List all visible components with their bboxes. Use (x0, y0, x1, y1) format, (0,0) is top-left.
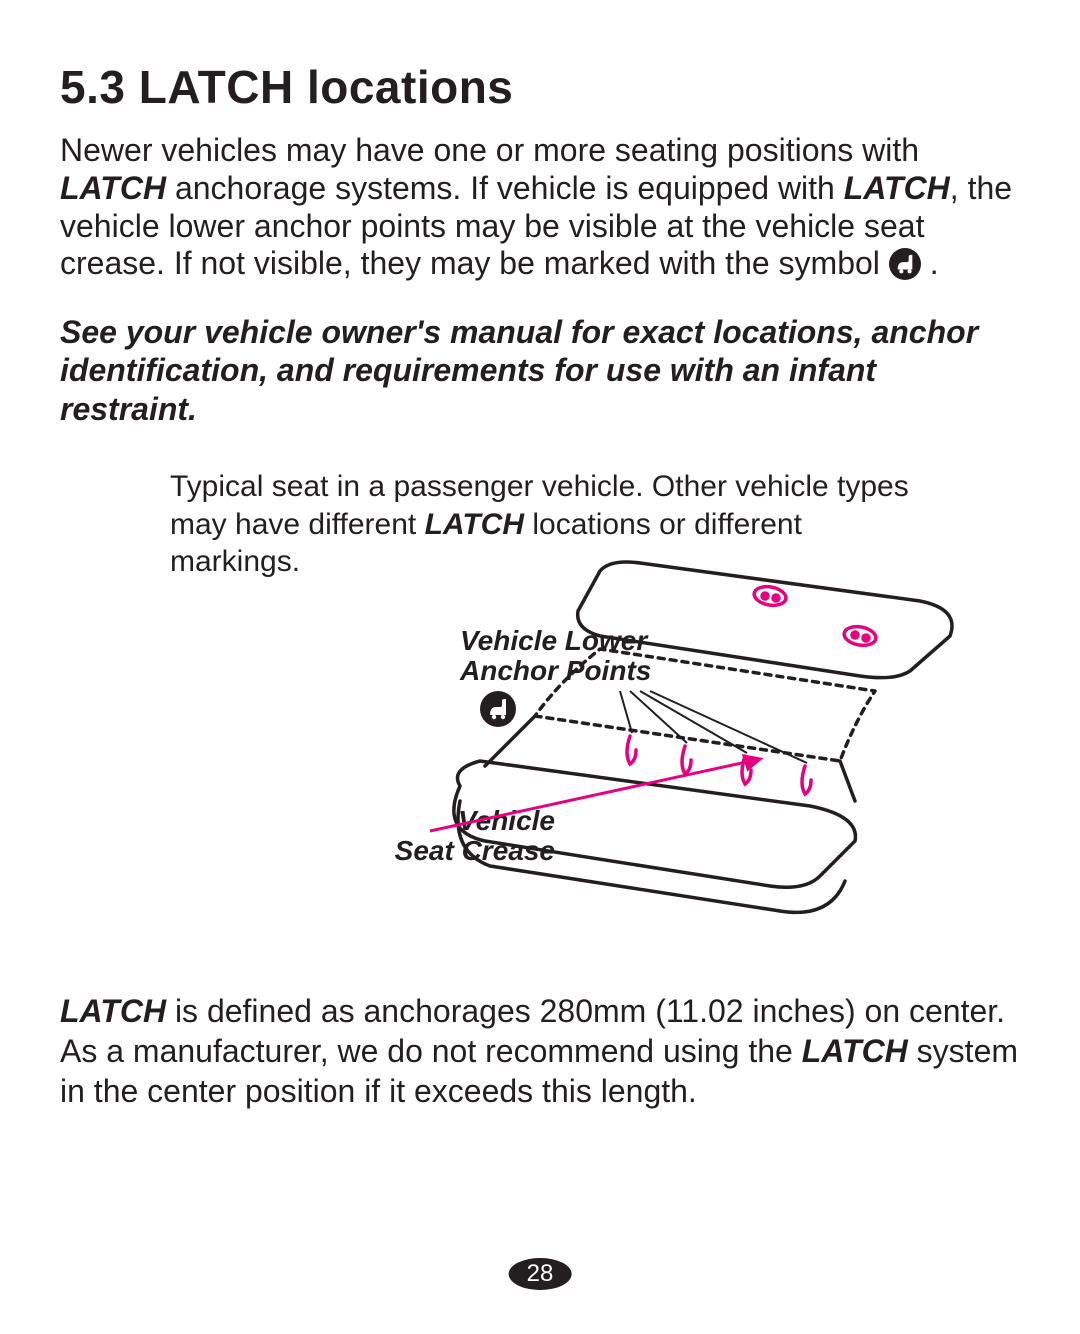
definition-paragraph: LATCH is defined as anchorages 280mm (11… (60, 991, 1020, 1111)
text: . (921, 245, 939, 281)
latch-term: LATCH (802, 1033, 908, 1069)
latch-term: LATCH (425, 508, 524, 541)
page: 5.3 LATCH locations Newer vehicles may h… (0, 0, 1080, 1334)
seat-diagram: Vehicle Lower Anchor Points Vehicle Seat… (300, 541, 1000, 921)
latch-term: LATCH (844, 170, 950, 206)
figure-block: Typical seat in a passenger vehicle. Oth… (60, 468, 920, 921)
seat-svg (300, 541, 1000, 921)
page-number-value: 28 (509, 1258, 572, 1290)
latch-symbol-icon (889, 248, 921, 280)
advice-paragraph: See your vehicle owner's manual for exac… (60, 313, 1020, 428)
text: anchorage systems. If vehicle is equippe… (166, 170, 844, 206)
latch-term: LATCH (60, 993, 166, 1029)
latch-term: LATCH (60, 170, 166, 206)
section-heading: 5.3 LATCH locations (60, 60, 1020, 114)
intro-paragraph: Newer vehicles may have one or more seat… (60, 132, 1020, 283)
page-number: 28 (509, 1258, 572, 1290)
text: Newer vehicles may have one or more seat… (60, 132, 919, 168)
